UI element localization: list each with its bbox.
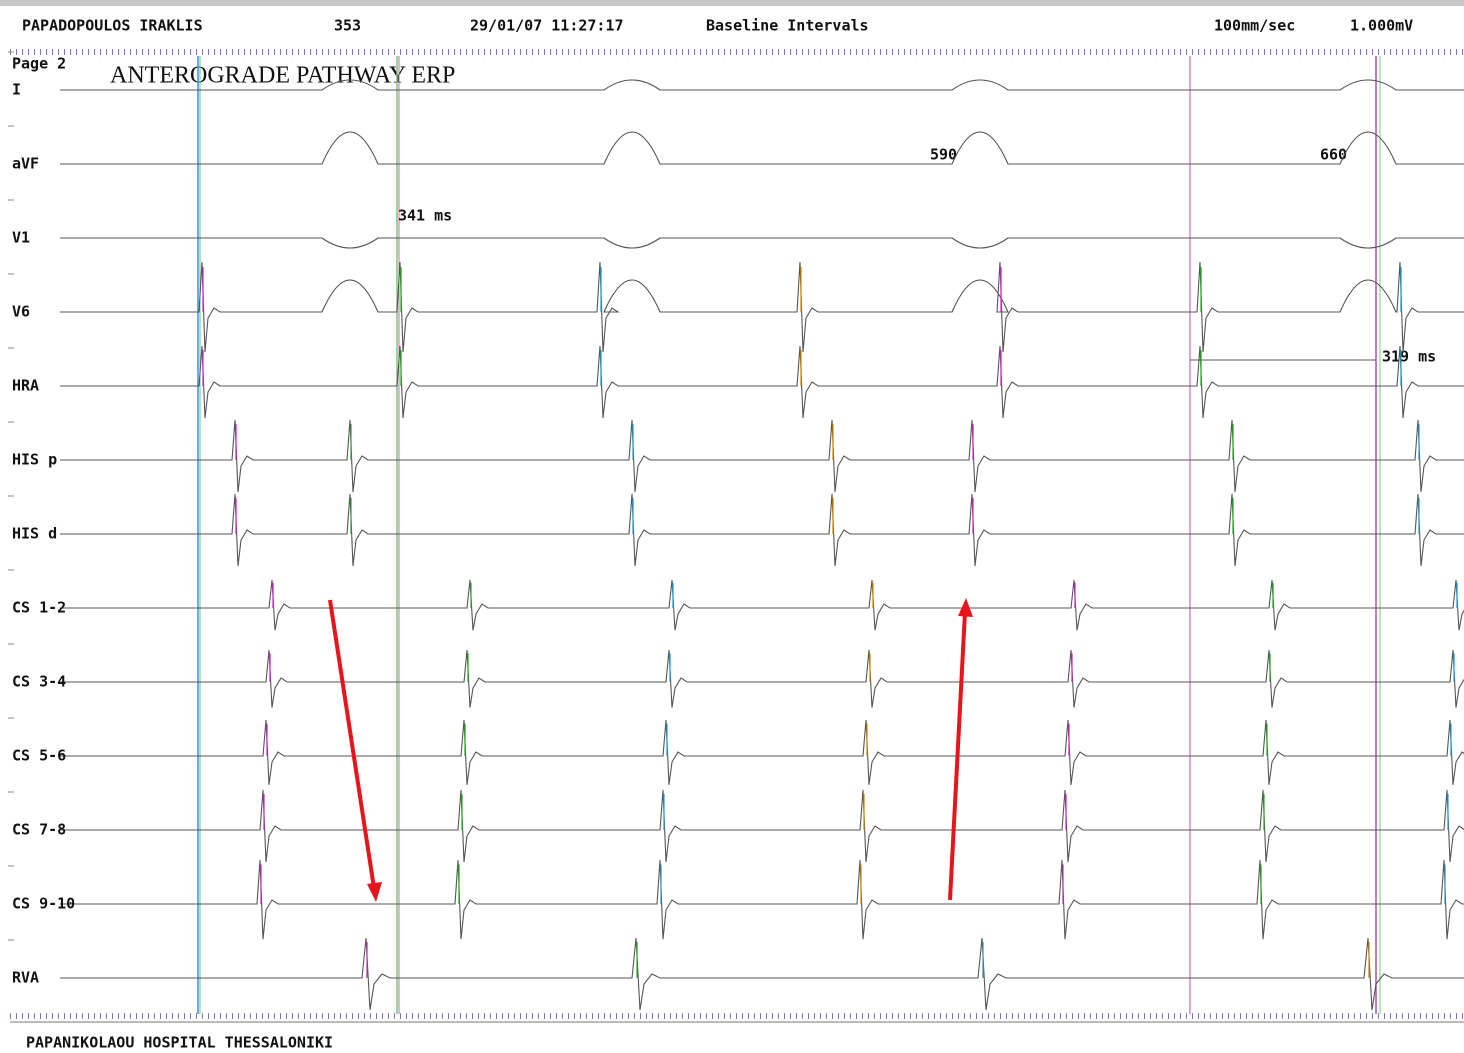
trace [60, 131, 1464, 165]
footer: PAPANIKOLAOU HOSPITAL THESSALONIKI [26, 1034, 333, 1052]
channel-label: CS 5-6 [12, 747, 66, 765]
channel-label: I [12, 81, 21, 99]
screen-title: ANTEROGRADE PATHWAY ERP [110, 63, 455, 89]
channel-label: HIS d [12, 525, 57, 543]
trace [60, 493, 1464, 567]
arrow [948, 611, 967, 901]
trace [60, 419, 1464, 493]
gain: 1.000mV [1350, 17, 1413, 35]
interval-annotation: 590 [930, 146, 957, 164]
channel-label: HIS p [12, 451, 57, 469]
trace [60, 79, 1464, 91]
channel-label: aVF [12, 155, 39, 173]
interval-annotation: 341 ms [398, 207, 452, 225]
arrow-head [958, 598, 973, 617]
trace [60, 261, 1464, 353]
channel-label: HRA [12, 377, 39, 395]
channel-label: CS 7-8 [12, 821, 66, 839]
arrow [328, 599, 376, 889]
trace [60, 649, 1464, 708]
channel-label: V6 [12, 303, 30, 321]
trace [60, 859, 1464, 940]
trace [60, 719, 1464, 785]
patient-id: 353 [334, 17, 361, 35]
channel-label: CS 9-10 [12, 895, 75, 913]
arrow-head [367, 882, 382, 902]
channel-label: CS 3-4 [12, 673, 66, 691]
trace [60, 579, 1464, 631]
datetime: 29/01/07 11:27:17 [470, 17, 624, 35]
channel-label: V1 [12, 229, 30, 247]
trace [60, 937, 1464, 1011]
trace [60, 237, 1464, 249]
top-bar [0, 0, 1464, 6]
trace [60, 345, 1464, 419]
trace [60, 789, 1464, 863]
page-label: Page 2 [12, 55, 66, 73]
channel-label: RVA [12, 969, 39, 987]
interval-annotation: 319 ms [1382, 348, 1436, 366]
channel-label: CS 1-2 [12, 599, 66, 617]
traces [8, 51, 1464, 1011]
interval-annotation: 660 [1320, 146, 1347, 164]
sweep-speed: 100mm/sec [1214, 17, 1295, 35]
protocol: Baseline Intervals [706, 17, 869, 35]
patient-name: PAPADOPOULOS IRAKLIS [22, 17, 203, 35]
